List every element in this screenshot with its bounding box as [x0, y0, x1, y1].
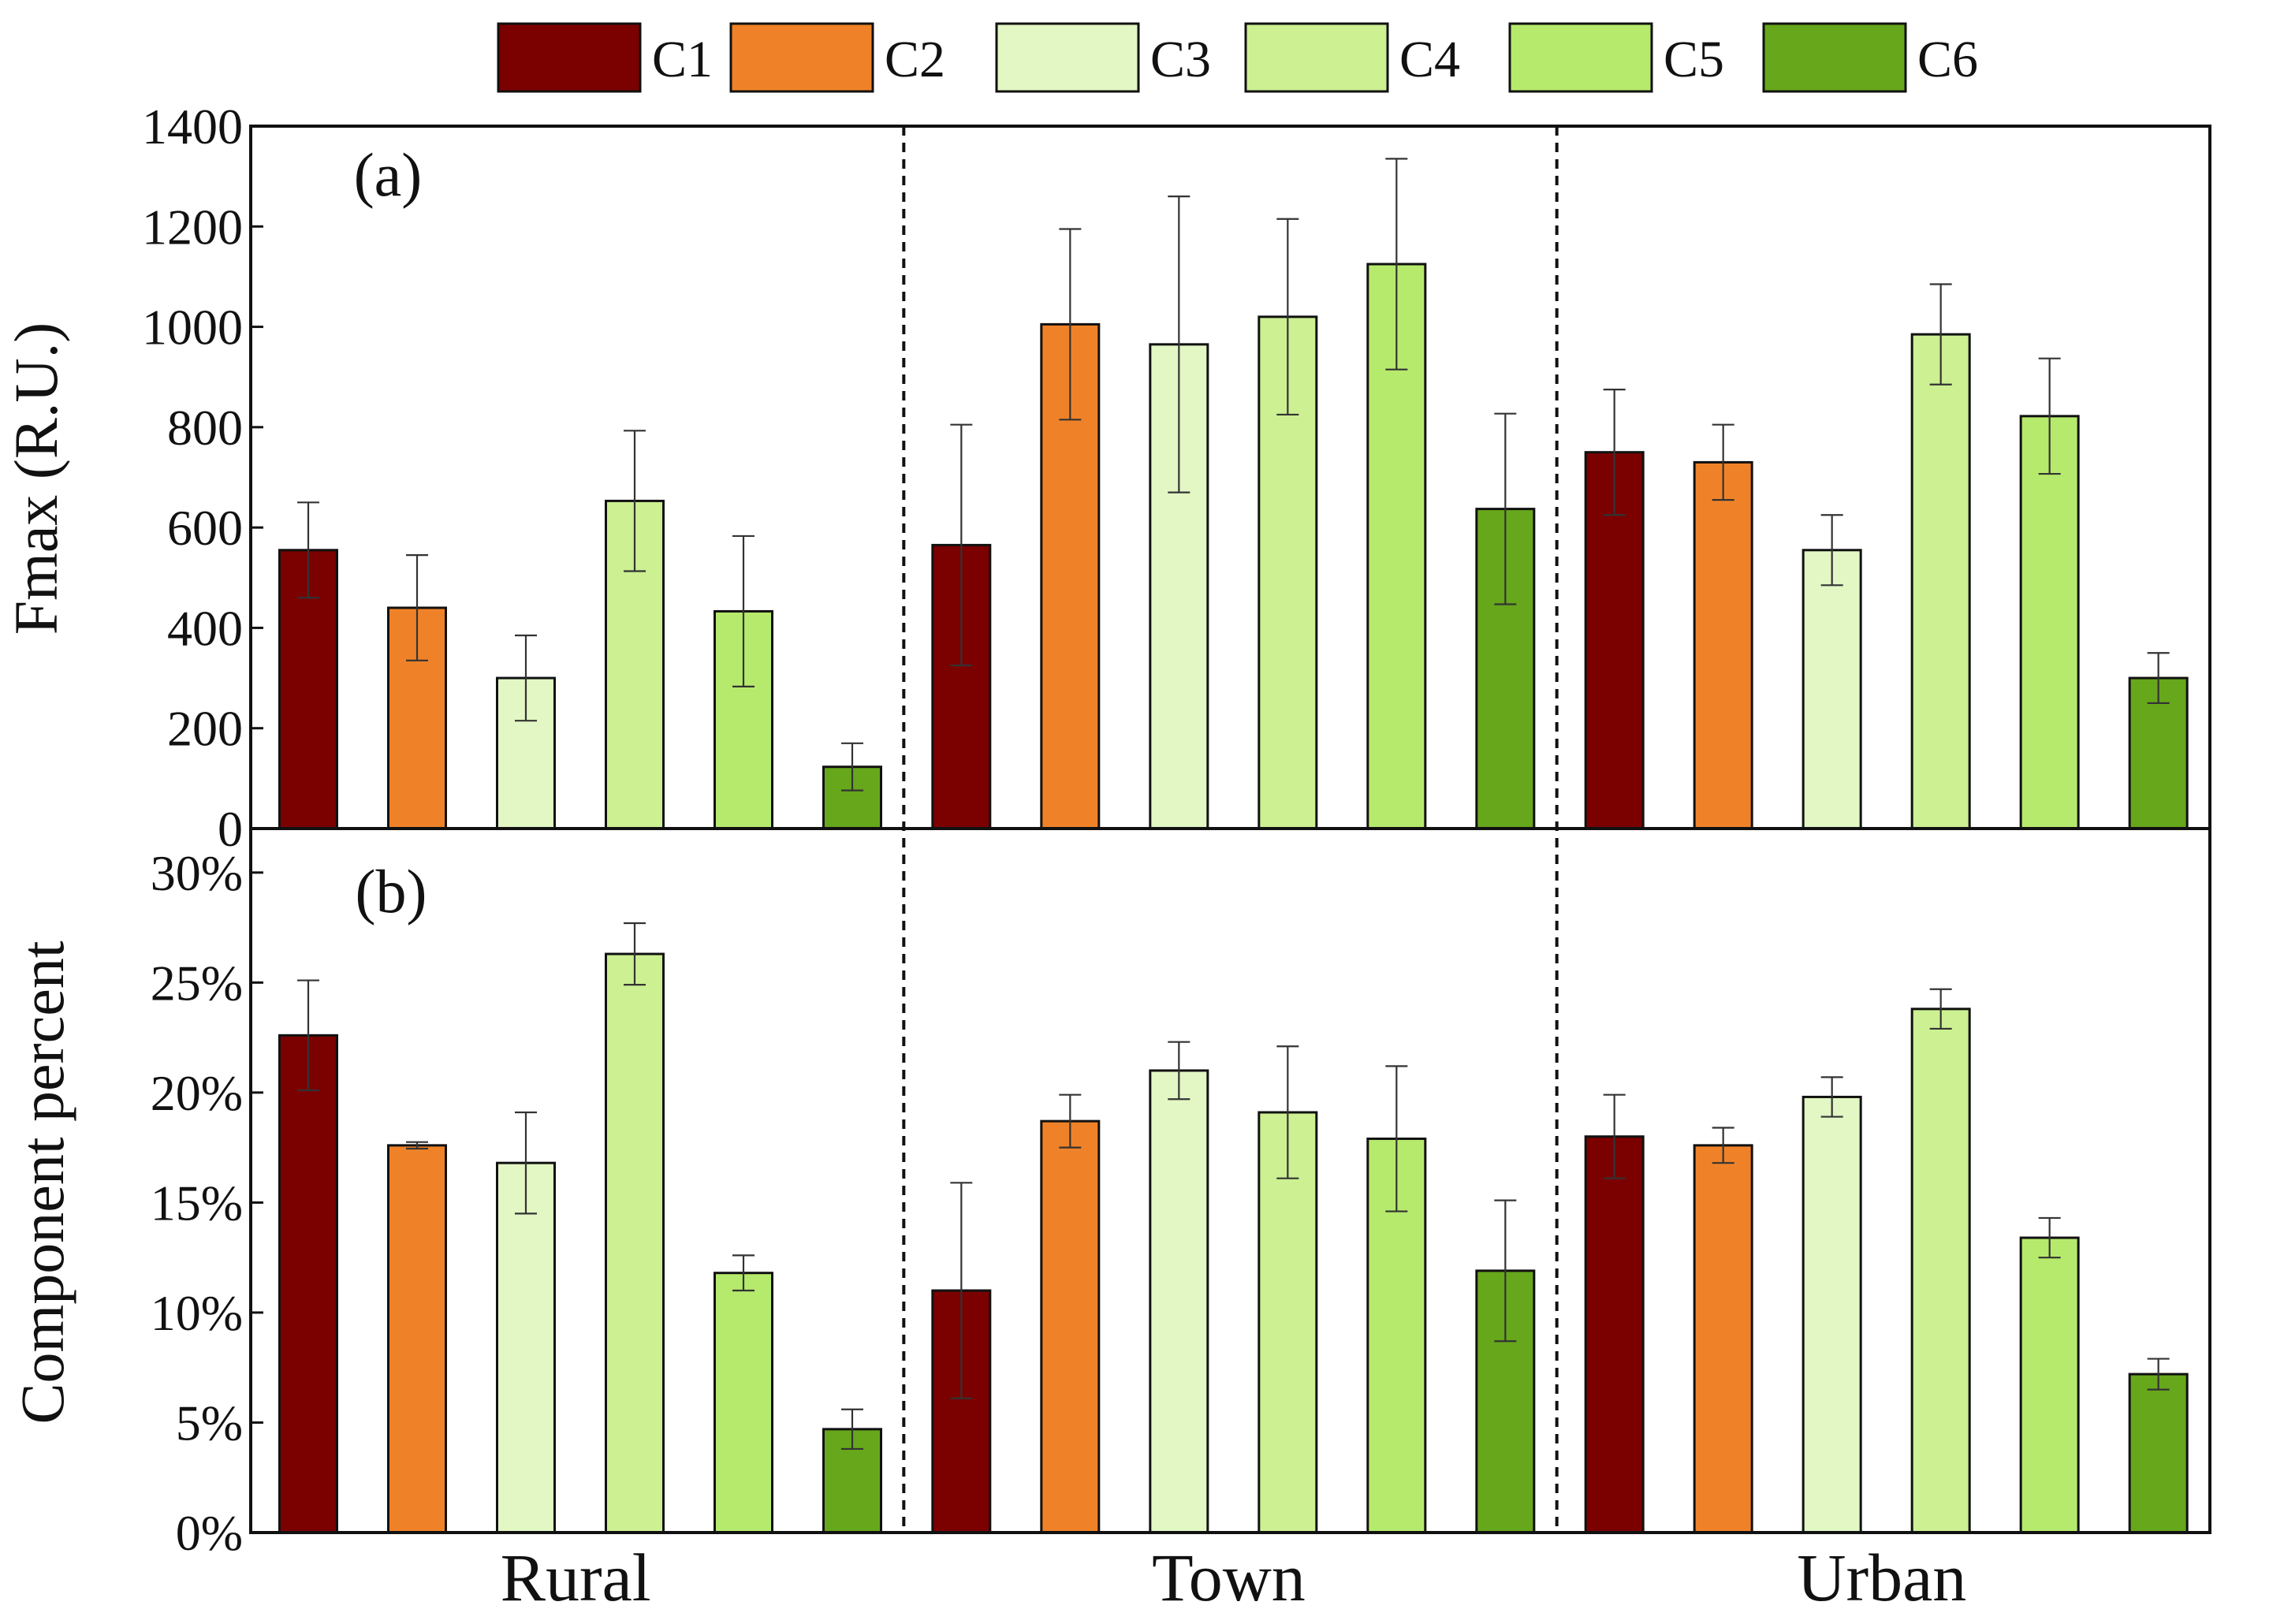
ytick-label: 200: [167, 701, 243, 757]
bar-urban-c5: [2019, 415, 2080, 830]
bar-urban-c1: [1584, 1135, 1645, 1534]
legend: C1 C2 C3 C4 C5 C6: [497, 22, 1978, 93]
legend-swatch-c5: [1508, 22, 1653, 93]
bar-rural-c4: [605, 499, 665, 830]
bar-town-c2: [1040, 1119, 1101, 1534]
plot-frame: [249, 125, 2211, 1534]
x-group-labels: Rural Town Urban: [501, 1540, 1967, 1615]
ytick-label: 0: [218, 801, 243, 857]
bar-urban-c4: [1910, 333, 1971, 830]
bar-rural-c3: [496, 1161, 556, 1534]
panel-label: (b): [356, 857, 427, 926]
legend-swatch-c1: [497, 22, 642, 93]
ytick-label: 10%: [151, 1285, 243, 1341]
panel-b-component-percent: 0% 5% 10% 15% 20% 25% 30% Component percent (b): [8, 845, 2189, 1561]
legend-swatch-c2: [729, 22, 874, 93]
x-group-label-town: Town: [1152, 1540, 1306, 1615]
legend-swatch-c4: [1244, 22, 1389, 93]
legend-label-c6: C6: [1917, 31, 1978, 88]
panel-label: (a): [354, 140, 423, 209]
legend-label-c1: C1: [652, 31, 713, 88]
bar-urban-c2: [1693, 1144, 1753, 1534]
bar-rural-c2: [387, 1144, 447, 1534]
ytick-label: 400: [167, 600, 243, 656]
bar-urban-c6: [2128, 1373, 2189, 1534]
bar-town-c5: [1366, 263, 1427, 830]
ytick-label: 15%: [151, 1175, 243, 1231]
legend-swatch-c6: [1762, 22, 1907, 93]
ytick-label: 1400: [142, 99, 243, 155]
x-group-label-rural: Rural: [501, 1540, 651, 1615]
bar-town-c3: [1149, 1069, 1209, 1534]
x-group-label-urban: Urban: [1797, 1540, 1966, 1615]
legend-swatch-c3: [995, 22, 1140, 93]
ytick-label: 1200: [142, 199, 243, 255]
bar-rural-c1: [278, 1034, 338, 1534]
bar-urban-c4: [1910, 1008, 1971, 1534]
legend-label-c5: C5: [1664, 31, 1724, 88]
y-axis-title: Component percent: [8, 941, 76, 1424]
y-axis-title: Fmax (R.U.): [2, 322, 70, 635]
legend-label-c3: C3: [1150, 31, 1211, 88]
ytick-label: 800: [167, 400, 243, 456]
ytick-label: 25%: [151, 955, 243, 1011]
ytick-label: 600: [167, 500, 243, 556]
bar-rural-c4: [605, 952, 665, 1534]
bar-urban-c3: [1801, 1095, 1862, 1534]
ytick-label: 0%: [176, 1505, 243, 1561]
bar-rural-c5: [714, 1272, 773, 1534]
legend-label-c2: C2: [885, 31, 945, 88]
ytick-label: 20%: [151, 1065, 243, 1121]
bar-urban-c3: [1801, 549, 1862, 830]
bar-town-c4: [1258, 1111, 1318, 1534]
bar-urban-c2: [1693, 460, 1753, 830]
ytick-label: 1000: [142, 300, 243, 356]
ytick-label: 5%: [176, 1395, 243, 1451]
legend-label-c4: C4: [1399, 31, 1460, 88]
ytick-label: 30%: [151, 845, 243, 901]
panel-a-fmax: 0 200 400 600 800 1000 1200 1400 Fmax (R.U.) (a): [2, 99, 2189, 857]
bar-urban-c5: [2019, 1236, 2080, 1534]
